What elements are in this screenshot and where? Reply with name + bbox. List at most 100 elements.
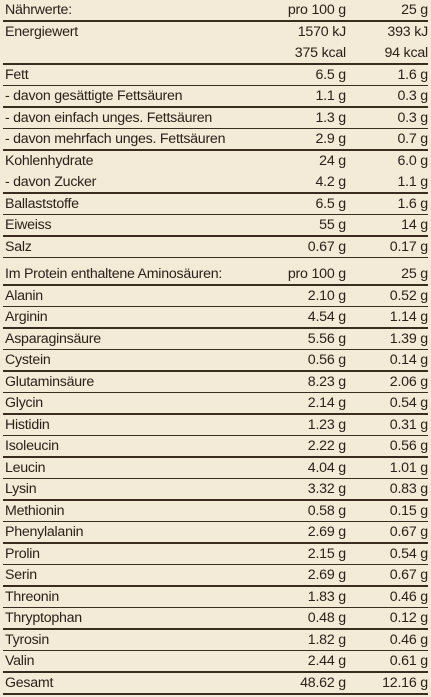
nutrient-row-monounsaturated: - davon einfach unges. Fettsäuren 1.3 g … (3, 108, 428, 130)
amino-label: Arginin (5, 309, 48, 325)
amino-col2: 0.67 g (389, 524, 428, 540)
nutrient-row-protein: Eiweiss 55 g 14 g (3, 215, 428, 237)
amino-row: Asparaginsäure 5.56 g 1.39 g (3, 329, 428, 351)
energy-kcal-row: 375 kcal 94 kcal (3, 43, 428, 65)
nutrient-col1: 6.5 g (315, 195, 346, 212)
amino-col2: 0.12 g (389, 610, 428, 626)
nutrient-col2: 0.17 g (389, 238, 428, 255)
amino-col1: 0.56 g (307, 352, 346, 368)
nutrient-col1: 6.5 g (315, 66, 346, 83)
amino-col1: 0.48 g (307, 610, 346, 626)
amino-col1: 2.10 g (307, 287, 346, 304)
nutrient-col1: 1.1 g (315, 88, 346, 104)
amino-col1: 2.15 g (307, 545, 346, 562)
amino-row: Valin 2.44 g 0.61 g (3, 651, 428, 673)
amino-col2: 1.39 g (389, 330, 428, 347)
nutrient-col2: 1.6 g (397, 195, 428, 212)
amino-col2: 0.54 g (389, 545, 428, 562)
amino-col1: 5.56 g (307, 330, 346, 347)
amino-col2: 0.14 g (389, 352, 428, 368)
amino-col2: 0.54 g (389, 395, 428, 411)
amino-row: Serin 2.69 g 0.67 g (3, 565, 428, 587)
amino-col2: 0.31 g (389, 416, 428, 433)
nutrient-row-salt: Salz 0.67 g 0.17 g (3, 237, 428, 259)
nutrient-row-saturated: - davon gesättigte Fettsäuren 1.1 g 0.3 … (3, 86, 428, 108)
nutrient-col2: 0.7 g (397, 131, 428, 147)
nutrient-col2: 14 g (401, 217, 428, 233)
nutrient-row-fat: Fett 6.5 g 1.6 g (3, 65, 428, 87)
nutrient-col2: 1.6 g (397, 66, 428, 83)
amino-col1: 1.23 g (307, 416, 346, 433)
nutrient-label: - davon mehrfach unges. Fettsäuren (5, 131, 226, 147)
header-col2: 25 g (401, 2, 428, 18)
amino-col1: 2.69 g (307, 524, 346, 540)
amino-row: Alanin 2.10 g 0.52 g (3, 286, 428, 308)
amino-label: Thryptophan (5, 610, 82, 626)
energy-kj-row: Energiewert 1570 kJ 393 kJ (3, 22, 428, 44)
nutrient-col1: 1.3 g (315, 109, 346, 126)
energy-kcal-col1: 375 kcal (294, 45, 346, 61)
nutrient-col1: 4.2 g (315, 174, 346, 190)
nutrient-col1: 55 g (319, 217, 346, 233)
amino-col2: 1.01 g (389, 459, 428, 476)
total-label: Gesamt (5, 675, 54, 691)
amino-label: Leucin (5, 459, 46, 476)
amino-label: Methionin (5, 502, 65, 519)
amino-header-label: Im Protein enthaltene Aminosäuren: (5, 266, 223, 282)
amino-col2: 1.14 g (389, 309, 428, 325)
header-col1: pro 100 g (287, 2, 346, 18)
amino-row: Glutaminsäure 8.23 g 2.06 g (3, 372, 428, 394)
nutrient-label: Eiweiss (5, 217, 52, 233)
nutrient-label: Ballaststoffe (5, 195, 79, 212)
nutrient-row-polyunsaturated: - davon mehrfach unges. Fettsäuren 2.9 g… (3, 129, 428, 151)
amino-col2: 0.46 g (389, 588, 428, 605)
nutrient-col2: 0.3 g (397, 88, 428, 104)
amino-row: Phenylalanin 2.69 g 0.67 g (3, 522, 428, 544)
amino-row: Leucin 4.04 g 1.01 g (3, 458, 428, 480)
total-row: Gesamt 48.62 g 12.16 g (3, 673, 428, 695)
amino-label: Cystein (5, 352, 51, 368)
nutrient-col2: 6.0 g (397, 152, 428, 169)
nutrient-col1: 0.67 g (307, 238, 346, 255)
amino-label: Alanin (5, 287, 43, 304)
amino-row: Lysin 3.32 g 0.83 g (3, 479, 428, 501)
amino-row: Methionin 0.58 g 0.15 g (3, 501, 428, 523)
amino-row: Prolin 2.15 g 0.54 g (3, 544, 428, 566)
nutrient-label: Fett (5, 66, 29, 83)
amino-col1: 3.32 g (307, 481, 346, 497)
amino-row: Arginin 4.54 g 1.14 g (3, 307, 428, 329)
amino-col1: 0.58 g (307, 502, 346, 519)
amino-col1: 4.04 g (307, 459, 346, 476)
amino-col2: 0.52 g (389, 287, 428, 304)
amino-label: Threonin (5, 588, 59, 605)
nutrient-label: Kohlenhydrate (5, 152, 94, 169)
amino-col1: 4.54 g (307, 309, 346, 325)
amino-row: Cystein 0.56 g 0.14 g (3, 350, 428, 372)
nutrient-label: - davon gesättigte Fettsäuren (5, 88, 183, 104)
amino-row: Isoleucin 2.22 g 0.56 g (3, 436, 428, 458)
energy-kj-col1: 1570 kJ (297, 23, 346, 40)
nutrient-label: - davon einfach unges. Fettsäuren (5, 109, 213, 126)
nutrient-row-carbohydrates: Kohlenhydrate 24 g 6.0 g (3, 151, 428, 173)
amino-row: Glycin 2.14 g 0.54 g (3, 393, 428, 415)
nutrient-col2: 0.3 g (397, 109, 428, 126)
amino-label: Prolin (5, 545, 40, 562)
energy-kj-col2: 393 kJ (387, 23, 428, 40)
amino-col2: 0.61 g (389, 653, 428, 669)
total-col2: 12.16 g (382, 675, 428, 691)
amino-row: Thryptophan 0.48 g 0.12 g (3, 608, 428, 630)
amino-col1: 2.69 g (307, 567, 346, 583)
nutrient-label: - davon Zucker (5, 174, 97, 190)
table-header-row: Nährwerte: pro 100 g 25 g (3, 0, 428, 22)
amino-label: Tyrosin (5, 631, 49, 648)
nutrient-col1: 24 g (319, 152, 346, 169)
amino-header-row: Im Protein enthaltene Aminosäuren: pro 1… (3, 264, 428, 286)
amino-header-col2: 25 g (401, 266, 428, 282)
amino-header-col1: pro 100 g (287, 266, 346, 282)
amino-col2: 2.06 g (389, 373, 428, 390)
amino-label: Histidin (5, 416, 50, 433)
amino-label: Valin (5, 653, 35, 669)
amino-col2: 0.67 g (389, 567, 428, 583)
amino-col2: 0.46 g (389, 631, 428, 648)
